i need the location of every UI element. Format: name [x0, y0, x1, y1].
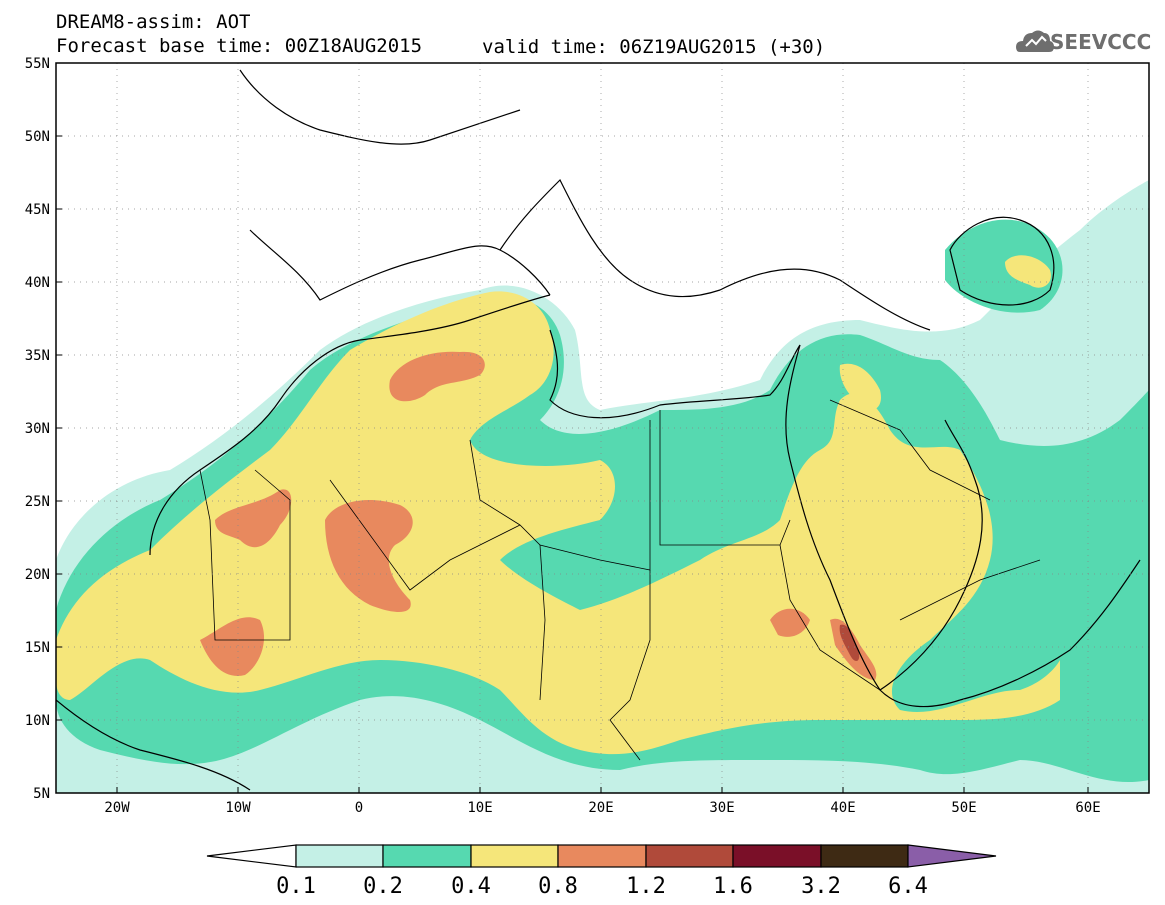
- lat-label: 15N: [25, 640, 50, 656]
- lon-label: 0: [355, 800, 363, 816]
- colorbar-low-arrow: [206, 844, 297, 868]
- aot-band-0.8-mali: [325, 500, 413, 612]
- colorbar-label: 0.2: [363, 874, 403, 899]
- colorbar-label: 6.4: [888, 874, 928, 899]
- colorbar-bin: [820, 844, 909, 868]
- lon-label: 10W: [225, 800, 251, 816]
- aot-band-1.2-eritrea: [839, 624, 860, 662]
- colorbar-bin: [732, 844, 822, 868]
- colorbar-high-arrow: [907, 844, 997, 868]
- lat-lon-grid: [56, 63, 1149, 793]
- aot-patch-levant: [839, 363, 881, 410]
- lon-label: 30E: [709, 800, 734, 816]
- valid-time: valid time: 06Z19AUG2015 (+30): [482, 36, 826, 58]
- lat-label: 20N: [25, 567, 50, 583]
- colorbar-bin: [382, 844, 472, 868]
- lat-label: 5N: [33, 786, 50, 802]
- colorbar-label: 0.1: [276, 874, 316, 899]
- borders: [199, 399, 1041, 761]
- aot-band-0.8-atlas: [389, 351, 485, 402]
- lat-label: 55N: [25, 56, 50, 72]
- lat-label: 35N: [25, 348, 50, 364]
- colorbar-bin: [470, 844, 559, 868]
- forecast-base-time: Forecast base time: 00Z18AUG2015: [56, 35, 423, 57]
- colorbar: [206, 844, 997, 868]
- lon-label: 50E: [951, 800, 976, 816]
- colorbar-label: 0.4: [451, 874, 491, 899]
- lat-label: 45N: [25, 202, 50, 218]
- lat-label: 25N: [25, 494, 50, 510]
- coastlines: [56, 69, 1141, 791]
- map-title: DREAM8-assim: AOT: [56, 11, 251, 33]
- aot-band-0.8-senegal: [200, 617, 265, 676]
- aot-patch-caspian-yellow: [1005, 255, 1051, 288]
- lon-label: 60E: [1075, 800, 1100, 816]
- colorbar-bin: [295, 844, 384, 868]
- aot-band-0.8-mauritania: [215, 489, 292, 548]
- lat-label: 50N: [25, 129, 50, 145]
- colorbar-bin: [645, 844, 734, 868]
- lon-label: 10E: [467, 800, 492, 816]
- aot-band-0.8-sudan: [770, 608, 810, 637]
- colorbar-label: 0.8: [538, 874, 578, 899]
- lon-label: 20E: [588, 800, 613, 816]
- colorbar-label: 1.6: [713, 874, 753, 899]
- lon-label: 20W: [104, 800, 130, 816]
- lon-label: 40E: [830, 800, 855, 816]
- colorbar-label: 1.2: [626, 874, 666, 899]
- seevccc-logo: SEEVCCC: [1050, 30, 1152, 54]
- lat-label: 30N: [25, 421, 50, 437]
- colorbar-bin: [557, 844, 647, 868]
- colorbar-label: 3.2: [801, 874, 841, 899]
- lat-label: 10N: [25, 713, 50, 729]
- aot-patch-caspian: [945, 219, 1063, 313]
- aot-band-0.4: [56, 291, 1060, 755]
- cloud-icon: [1016, 30, 1054, 52]
- lat-label: 40N: [25, 275, 50, 291]
